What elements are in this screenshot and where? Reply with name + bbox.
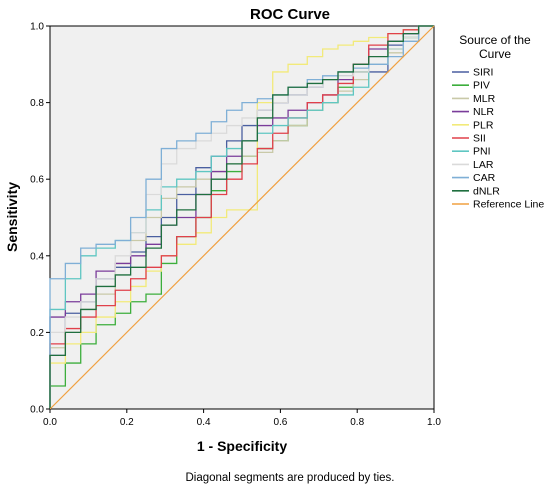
series-line-dnlr <box>49 25 434 409</box>
y-axis-ticks: 0.0 0.2 0.4 0.6 0.8 1.0 <box>30 22 50 416</box>
series-line-reference-line <box>49 25 435 410</box>
x-axis-label: 1 - Specificity <box>197 438 287 454</box>
x-tick-label: 0.4 <box>197 417 211 428</box>
legend-label-nlr: NLR <box>473 106 494 118</box>
series-line-plr <box>49 25 434 409</box>
y-tick-label: 0.8 <box>30 98 44 109</box>
legend-label-sii: SII <box>473 133 486 145</box>
x-tick-label: 0.0 <box>43 417 57 428</box>
series-layer <box>49 25 435 410</box>
y-tick-label: 0.6 <box>30 175 44 186</box>
footnote: Diagonal segments are produced by ties. <box>185 472 394 484</box>
legend-label-piv: PIV <box>473 80 490 92</box>
y-tick-label: 0.4 <box>30 251 44 262</box>
legend-title-line-1: Source of the <box>459 33 531 47</box>
legend-label-dnlr: dNLR <box>473 185 500 197</box>
legend-label-pni: PNI <box>473 146 491 158</box>
y-axis-label: Sensitivity <box>4 182 20 252</box>
legend-label-plr: PLR <box>473 119 494 131</box>
x-tick-label: 0.8 <box>350 417 364 428</box>
x-tick-label: 1.0 <box>427 417 441 428</box>
x-axis-ticks: 0.0 0.2 0.4 0.6 0.8 1.0 <box>43 409 441 428</box>
y-tick-label: 0.0 <box>30 405 44 416</box>
chart-title: ROC Curve <box>250 6 330 23</box>
legend-label-mlr: MLR <box>473 93 496 105</box>
series-line-car <box>49 25 434 409</box>
y-tick-label: 0.2 <box>30 328 44 339</box>
x-tick-label: 0.6 <box>273 417 287 428</box>
legend-label-car: CAR <box>473 172 496 184</box>
legend-label-reference-line: Reference Line <box>473 199 544 211</box>
x-tick-label: 0.2 <box>120 417 134 428</box>
legend-title-line-2: Curve <box>479 47 511 61</box>
y-tick-label: 1.0 <box>30 22 44 33</box>
legend-label-lar: LAR <box>473 159 494 171</box>
legend-label-siri: SIRI <box>473 67 493 79</box>
